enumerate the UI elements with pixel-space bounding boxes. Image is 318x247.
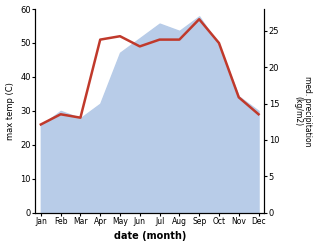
Y-axis label: med. precipitation
(kg/m2): med. precipitation (kg/m2): [293, 76, 313, 146]
X-axis label: date (month): date (month): [114, 231, 186, 242]
Y-axis label: max temp (C): max temp (C): [5, 82, 15, 140]
